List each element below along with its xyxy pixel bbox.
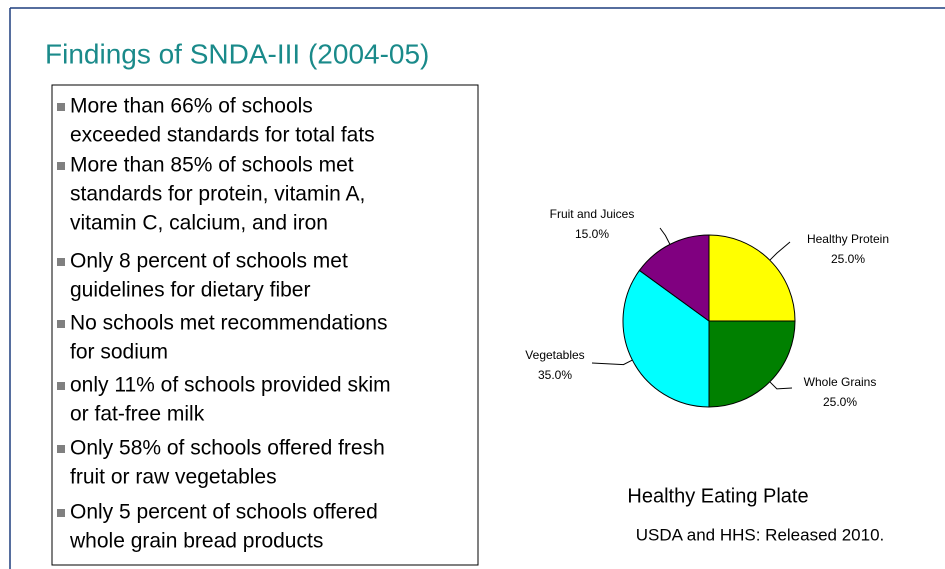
bullet-text: guidelines for dietary fiber	[70, 279, 310, 302]
pie-slice	[622, 269, 710, 408]
leader-line	[769, 381, 793, 390]
slice-label: Whole Grains	[804, 375, 877, 389]
bullet-list: More than 66% of schools exceeded standar…	[57, 95, 391, 553]
bullet-marker	[57, 509, 65, 517]
slice-value-label: 25.0%	[823, 395, 857, 409]
bullet-text: exceeded standards for total fats	[70, 124, 375, 147]
slice-label: Vegetables	[525, 348, 584, 362]
slice-value-label: 25.0%	[831, 252, 865, 266]
slice-value-label: 15.0%	[575, 227, 609, 241]
bullet-text: standards for protein, vitamin A,	[70, 183, 365, 206]
pie-slice	[638, 234, 710, 322]
leader-line	[659, 227, 671, 245]
bullet-box	[51, 84, 479, 566]
slice-label: Healthy Protein	[807, 232, 889, 246]
bullet-marker	[57, 162, 65, 170]
slide-title: Findings of SNDA-III (2004-05)	[45, 38, 429, 69]
bullet-text: Only 58% of schools offered fresh	[70, 437, 385, 460]
leader-line	[769, 241, 791, 261]
pie-chart: Healthy Protein 25.0% Whole Grains 25.0% Veg…	[525, 207, 889, 409]
bullet-text: or fat-free milk	[70, 403, 205, 426]
bullet-marker	[57, 258, 65, 266]
leader-line	[591, 359, 633, 366]
slice-value-label: 35.0%	[538, 368, 572, 382]
chart-subtitle: USDA and HHS: Released 2010.	[636, 525, 885, 544]
chart-title: Healthy Eating Plate	[627, 485, 808, 507]
bullet-text: only 11% of schools provided skim	[70, 374, 391, 397]
pie-slice	[708, 234, 796, 322]
slice-label: Fruit and Juices	[550, 207, 635, 221]
bullet-marker	[57, 382, 65, 390]
bullet-marker	[57, 445, 65, 453]
bullet-text: whole grain bread products	[69, 530, 323, 553]
bullet-text: Only 5 percent of schools offered	[70, 501, 378, 524]
bullet-text: Only 8 percent of schools met	[70, 250, 348, 273]
bullet-marker	[57, 320, 65, 328]
bullet-text: fruit or raw vegetables	[70, 466, 277, 489]
bullet-text: More than 85% of schools met	[70, 154, 354, 177]
bullet-text: vitamin C, calcium, and iron	[70, 212, 328, 235]
pie-slice	[708, 320, 796, 408]
bullet-marker	[57, 103, 65, 111]
bullet-text: for sodium	[70, 341, 168, 364]
bullet-text: More than 66% of schools	[70, 95, 313, 118]
bullet-text: No schools met recommendations	[70, 312, 387, 335]
